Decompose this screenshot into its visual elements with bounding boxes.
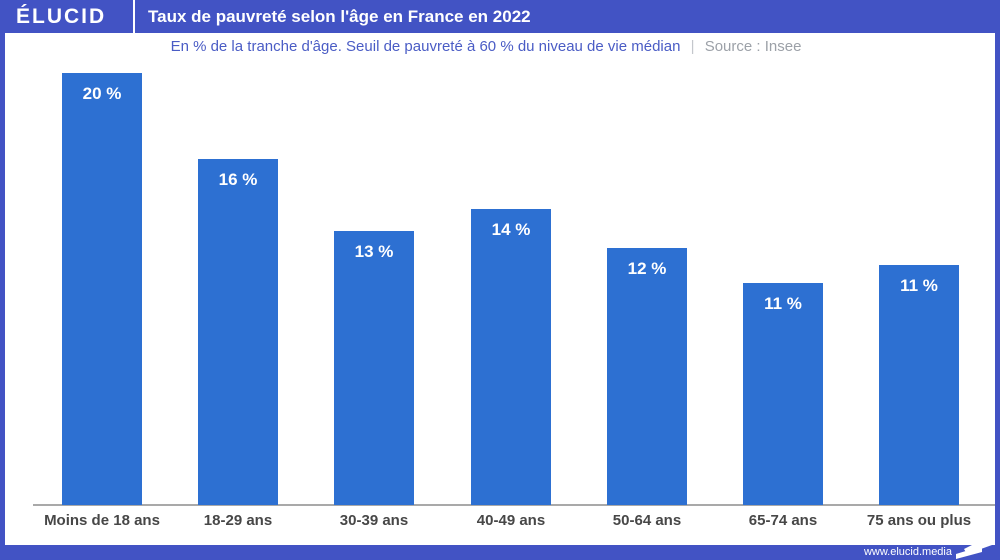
x-axis-label: 50-64 ans [612, 512, 682, 529]
bar-value-label: 12 % [627, 259, 667, 278]
x-axis-label: 40-49 ans [476, 512, 546, 529]
x-axis-label: Moins de 18 ans [44, 512, 160, 529]
bar-5: 11 % [743, 283, 823, 505]
right-border [995, 33, 1000, 545]
elucid-flag-icon [956, 535, 992, 559]
x-axis-label: 75 ans ou plus [866, 512, 972, 529]
bar-value-label: 11 % [764, 294, 802, 313]
header-separator [133, 0, 135, 33]
x-axis-label: 65-74 ans [748, 512, 818, 529]
header-bar: ÉLUCID Taux de pauvreté selon l'âge en F… [0, 0, 1000, 33]
bar-value-label: 20 % [82, 84, 122, 103]
page-title: Taux de pauvreté selon l'âge en France e… [148, 7, 531, 26]
bar-value-label: 14 % [491, 220, 531, 239]
bar-value-label: 13 % [354, 242, 394, 261]
bar-3: 14 % [471, 209, 551, 505]
subtitle-text: En % de la tranche d'âge. Seuil de pauvr… [170, 38, 681, 55]
bar-1: 16 % [198, 159, 278, 505]
left-border [0, 33, 5, 545]
brand-logo: ÉLUCID [16, 5, 107, 28]
x-axis-label: 30-39 ans [339, 512, 409, 529]
website-link[interactable]: www.elucid.media [863, 546, 952, 558]
chart-subtitle: En % de la tranche d'âge. Seuil de pauvr… [0, 33, 986, 61]
subtitle-separator: | [690, 38, 695, 55]
bar-6: 11 % [879, 265, 959, 505]
bar-4: 12 % [607, 248, 687, 505]
bar-0: 20 % [62, 73, 142, 505]
x-axis-label: 18-29 ans [203, 512, 273, 529]
source-label: Source : Insee [704, 38, 802, 55]
bar-value-label: 16 % [218, 170, 258, 189]
bar-value-label: 11 % [900, 276, 938, 295]
x-axis-line [33, 504, 995, 506]
footer-bar: www.elucid.media [0, 545, 1000, 560]
bar-2: 13 % [334, 231, 414, 505]
